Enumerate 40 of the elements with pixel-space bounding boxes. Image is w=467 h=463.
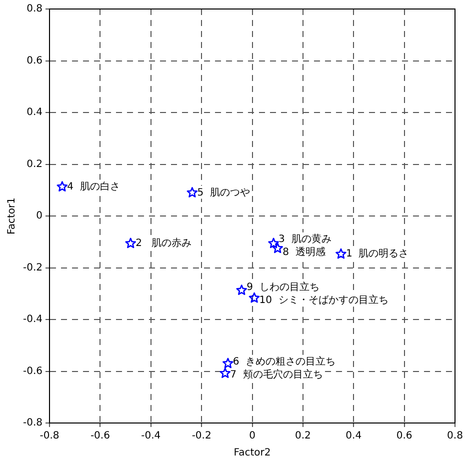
x-tick-label: 0.8 <box>447 430 463 442</box>
annotation: 10 シミ・そばかすの目立ち <box>259 294 388 306</box>
annotation: 2 肌の赤み <box>136 237 192 250</box>
y-tick-label: -0.8 <box>22 418 43 429</box>
point <box>220 368 231 378</box>
y-tick-label: 0.8 <box>26 4 43 15</box>
point <box>248 292 260 303</box>
y-axis-title: Factor1 <box>6 198 18 234</box>
point <box>336 248 346 259</box>
annotation: 5 肌のつや <box>197 187 250 198</box>
x-axis-title: Factor2 <box>234 448 271 459</box>
annotation: 9 しわの目立ち <box>246 281 320 294</box>
point <box>222 358 234 368</box>
annotation: 4 肌の白さ <box>67 180 120 192</box>
y-tick-label: 0.6 <box>26 55 43 66</box>
x-tick-label: -0.4 <box>141 430 161 442</box>
x-tick-label: 0.2 <box>294 430 311 442</box>
point <box>56 181 68 192</box>
annotation: 7 頬の毛穴の目立ち <box>230 368 323 380</box>
x-tick-label: 0.6 <box>396 430 412 442</box>
y-tick-label: 0.4 <box>26 107 43 118</box>
y-tick-label: -0.2 <box>22 262 43 274</box>
annotation: 8 透明感 <box>282 246 326 258</box>
x-tick-label: -0.8 <box>40 430 60 442</box>
x-tick-label: 0.4 <box>346 430 362 442</box>
y-tick-label: 0.2 <box>26 158 43 170</box>
y-tick-label: 0 <box>36 210 43 222</box>
point <box>268 238 279 248</box>
point <box>236 284 248 295</box>
y-tick-label: -0.4 <box>22 314 43 326</box>
annotation: 6 きめの粗さの目立ち <box>232 355 336 368</box>
x-tick-label: -0.2 <box>192 430 212 442</box>
x-tick-label: 0 <box>249 430 256 442</box>
point <box>272 242 284 254</box>
annotation: 1 肌の明るさ <box>346 248 409 260</box>
point <box>125 238 136 248</box>
point <box>186 187 198 198</box>
y-tick-label: -0.6 <box>22 366 43 377</box>
annotation: 3 肌の黄み <box>278 232 332 245</box>
x-tick-label: -0.6 <box>90 430 110 442</box>
